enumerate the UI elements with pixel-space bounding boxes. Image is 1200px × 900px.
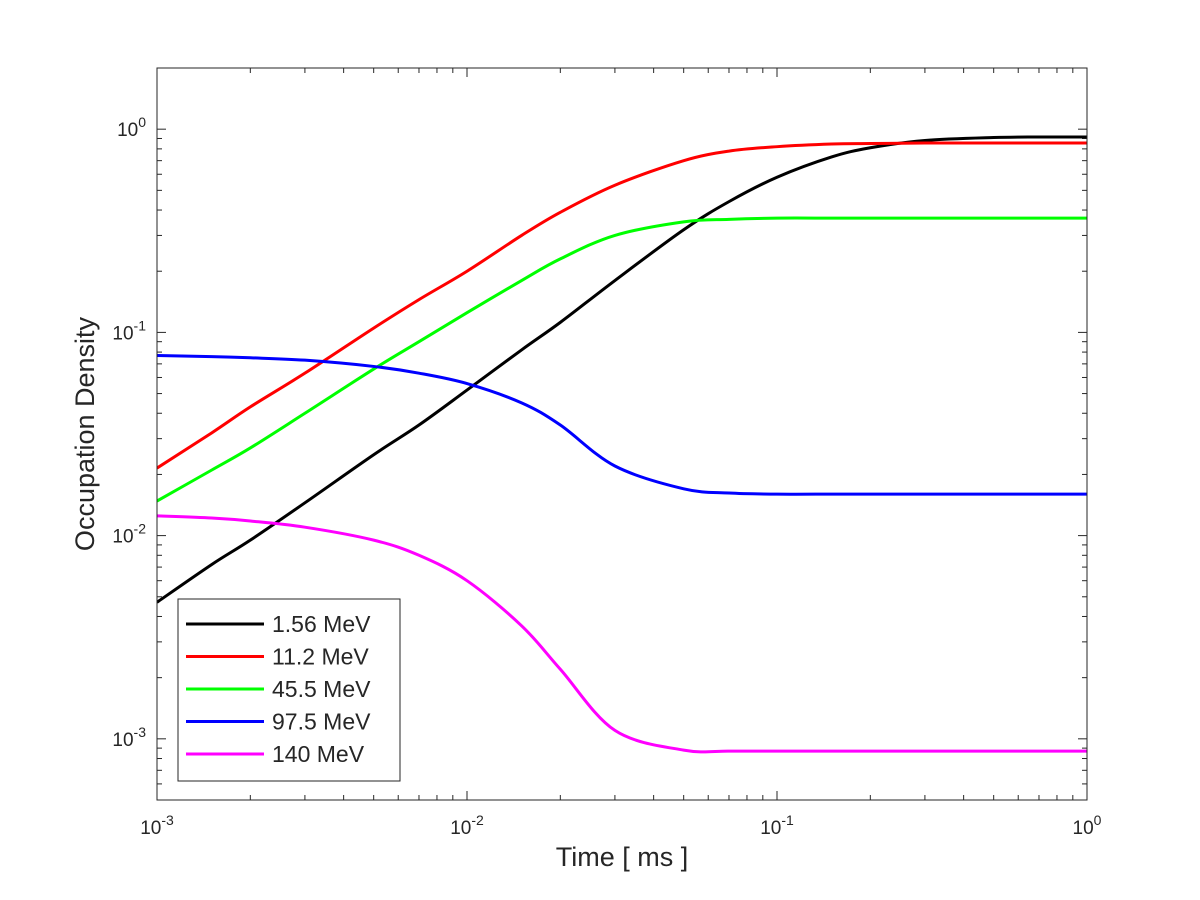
x-tick-exponent: -3 [161, 812, 174, 828]
x-tick-exponent: -2 [471, 812, 484, 828]
legend-box [177, 598, 401, 782]
y-axis-label: Occupation Density [70, 316, 100, 551]
y-tick-exponent: 0 [138, 114, 146, 130]
y-tick-exponent: -3 [134, 724, 147, 740]
plot-frame [156, 67, 1088, 801]
series-line-3 [157, 216, 1087, 503]
series-line-1 [157, 135, 1087, 604]
legend-label: 97.5 MeV [272, 709, 371, 735]
series-lines [157, 135, 1087, 754]
series-line-5 [157, 514, 1087, 754]
y-tick-exponent: -1 [134, 317, 147, 333]
x-axis-label: Time [ ms ] [556, 842, 689, 872]
x-tick-exponent: -1 [781, 812, 794, 828]
x-tick-exponent: 0 [1094, 812, 1102, 828]
series-line-4 [157, 353, 1087, 496]
y-tick-exponent: -2 [134, 521, 147, 537]
legend: 1.56 MeV 11.2 MeV 45.5 MeV 97.5 MeV 140 MeV [177, 598, 401, 782]
legend-label: 11.2 MeV [272, 644, 369, 670]
series-line-2 [157, 141, 1087, 470]
minor-ticks [157, 68, 1087, 800]
legend-label: 45.5 MeV [272, 676, 371, 702]
legend-label: 140 MeV [272, 741, 365, 767]
legend-label: 1.56 MeV [272, 611, 371, 637]
